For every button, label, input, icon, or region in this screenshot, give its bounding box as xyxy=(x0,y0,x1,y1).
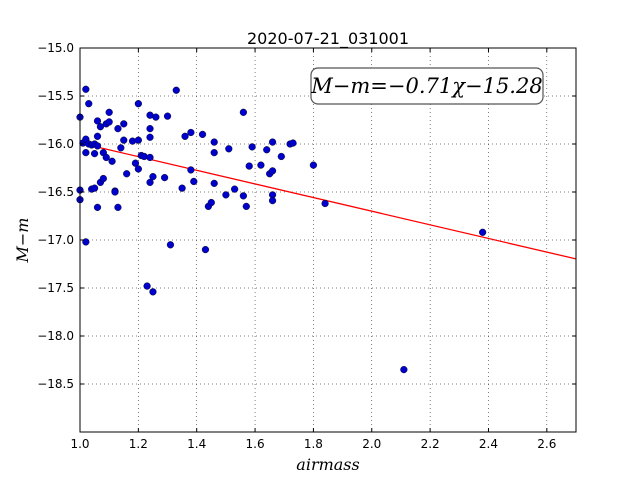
annotation-box xyxy=(310,67,544,105)
data-point xyxy=(93,132,102,140)
data-point xyxy=(99,174,107,183)
axis-ticks: 1.0 1.2 1.4 1.6 1.8 2.0 2.2 2.4 2.6 −15.0 −15.5 −16… xyxy=(37,41,576,451)
data-point xyxy=(187,166,195,174)
y-tick-label: −16.0 xyxy=(37,137,74,151)
data-point xyxy=(105,118,113,126)
data-point xyxy=(210,138,218,146)
data-point xyxy=(289,139,297,147)
y-tick-label: −18.0 xyxy=(37,329,74,343)
data-point xyxy=(93,117,102,125)
data-point xyxy=(93,142,102,150)
data-point xyxy=(245,162,253,170)
data-point xyxy=(181,132,189,140)
data-point xyxy=(82,149,90,157)
y-tick-label: −18.5 xyxy=(37,377,74,391)
data-point xyxy=(146,133,154,141)
y-tick-label: −17.0 xyxy=(37,233,74,247)
x-tick-label: 1.2 xyxy=(129,437,148,451)
data-point xyxy=(222,191,230,199)
y-tick-label: −16.5 xyxy=(37,185,74,199)
data-point xyxy=(309,161,318,169)
y-tick-label: −15.0 xyxy=(37,41,74,55)
data-point xyxy=(277,152,285,161)
data-point xyxy=(190,177,198,186)
y-tick-label: −15.5 xyxy=(37,89,74,103)
data-point xyxy=(114,125,122,133)
data-point xyxy=(90,184,99,192)
data-point xyxy=(149,173,157,181)
data-point xyxy=(120,136,128,144)
data-point xyxy=(263,146,271,154)
data-point xyxy=(248,143,256,151)
data-point xyxy=(123,170,131,178)
data-point xyxy=(105,108,113,116)
fit-line xyxy=(79,142,577,260)
data-point xyxy=(146,125,154,133)
x-tick-label: 1.4 xyxy=(187,437,206,451)
data-point xyxy=(117,144,125,152)
data-point xyxy=(82,238,90,246)
data-point xyxy=(163,112,172,120)
data-point xyxy=(146,178,154,187)
data-point xyxy=(400,366,408,374)
data-point xyxy=(198,130,207,139)
data-point xyxy=(85,100,93,108)
data-point xyxy=(93,203,102,211)
x-tick-label: 2.2 xyxy=(421,437,440,451)
data-point xyxy=(239,192,247,200)
data-point xyxy=(207,198,215,207)
data-point xyxy=(102,153,110,162)
data-point xyxy=(134,136,142,144)
x-tick-label: 2.0 xyxy=(362,437,381,451)
data-point xyxy=(149,288,157,296)
data-point xyxy=(152,113,160,121)
data-point xyxy=(210,179,218,187)
data-point xyxy=(239,108,247,116)
data-point xyxy=(321,199,329,208)
data-point xyxy=(134,100,142,108)
data-point xyxy=(166,241,175,249)
data-point xyxy=(201,246,210,254)
data-point xyxy=(143,282,151,290)
x-tick-label: 2.4 xyxy=(479,437,498,451)
fit-annotation: M−m=−0.71χ−15.28 xyxy=(310,67,544,105)
data-point xyxy=(225,145,233,153)
data-point xyxy=(479,228,487,236)
data-point xyxy=(146,153,154,162)
data-point xyxy=(210,149,218,157)
annotation-text: M−m=−0.71χ−15.28 xyxy=(310,74,542,98)
x-tick-label: 1.6 xyxy=(246,437,265,451)
chart-title: 2020-07-21_031001 xyxy=(247,29,409,49)
data-point xyxy=(231,185,239,193)
x-tick-label: 1.8 xyxy=(304,437,323,451)
fit-line-group xyxy=(79,142,577,260)
data-point xyxy=(257,161,265,169)
data-point xyxy=(108,157,116,165)
data-points xyxy=(76,85,487,374)
data-point xyxy=(268,167,277,175)
data-point xyxy=(96,123,105,131)
data-point xyxy=(82,85,90,93)
data-point xyxy=(120,120,128,128)
data-point xyxy=(178,184,186,192)
x-tick-label: 1.0 xyxy=(70,437,89,451)
y-tick-label: −17.5 xyxy=(37,281,74,295)
data-point xyxy=(172,86,180,94)
x-axis-label: airmass xyxy=(296,455,359,474)
data-point xyxy=(187,128,195,137)
data-point xyxy=(134,165,142,173)
data-point xyxy=(161,174,169,182)
data-point xyxy=(268,197,277,205)
data-point xyxy=(111,188,119,196)
data-point xyxy=(131,159,140,167)
y-axis-label: M−m xyxy=(13,218,32,264)
data-point xyxy=(242,202,250,211)
x-tick-label: 2.6 xyxy=(537,437,556,451)
data-point xyxy=(268,138,277,146)
data-point xyxy=(114,203,122,211)
data-point xyxy=(90,150,99,158)
